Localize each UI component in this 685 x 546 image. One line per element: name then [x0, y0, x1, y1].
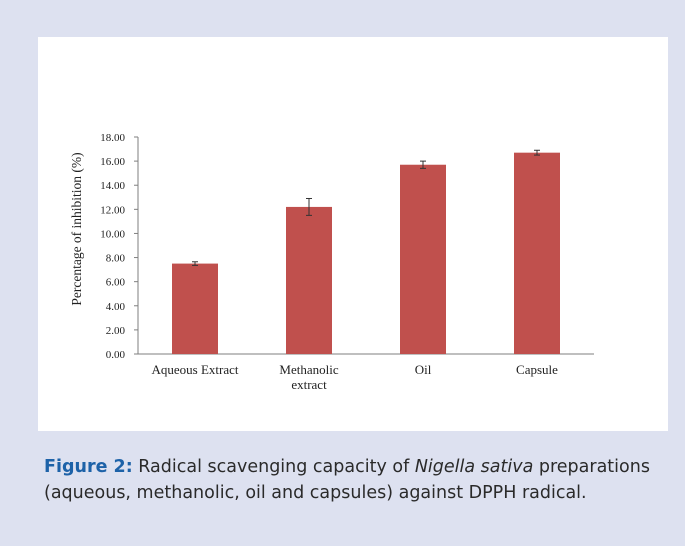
y-tick-label: 8.00 [106, 253, 126, 265]
caption-text-before: Radical scavenging capacity of [132, 457, 415, 477]
bar [286, 206, 332, 354]
y-tick-label: 0.00 [106, 349, 126, 361]
bar [400, 164, 446, 354]
bars [172, 152, 560, 354]
caption-species-name: Nigella sativa [414, 457, 534, 477]
caption-label: Figure 2: [44, 457, 133, 477]
figure-panel: 0.00 2.00 4.00 6.00 8.00 10.00 12.00 14.00 16.00… [38, 37, 668, 431]
y-axis: 0.00 2.00 4.00 6.00 8.00 10.00 12.00 14.00 16.00… [100, 132, 139, 361]
bar [514, 152, 560, 354]
y-tick-label: 18.00 [100, 132, 125, 144]
y-tick-label: 10.00 [100, 228, 125, 240]
y-tick-label: 14.00 [100, 180, 125, 192]
error-bars [192, 149, 540, 266]
y-tick-label: 4.00 [106, 301, 126, 313]
bar [172, 263, 218, 354]
x-tick-label: Oil [415, 362, 432, 377]
x-tick-label: Capsule [516, 362, 558, 377]
x-tick-label: Aqueous Extract [151, 362, 238, 377]
x-tick-label: Methanolic extract [279, 362, 338, 392]
y-tick-label: 2.00 [106, 325, 126, 337]
caption-text-after: preparations (aqueous, methanolic, oil a… [44, 457, 650, 503]
bar-chart: 0.00 2.00 4.00 6.00 8.00 10.00 12.00 14.00 16.00… [69, 132, 594, 392]
y-tick-label: 6.00 [106, 277, 126, 289]
figure-caption: Figure 2: Radical scavenging capacity of… [44, 454, 669, 506]
y-tick-label: 12.00 [100, 204, 125, 216]
y-tick-label: 16.00 [100, 156, 125, 168]
y-axis-label: Percentage of inhibition (%) [69, 152, 84, 305]
category-labels: Aqueous Extract Methanolic extract Oil Capsu… [151, 362, 558, 392]
